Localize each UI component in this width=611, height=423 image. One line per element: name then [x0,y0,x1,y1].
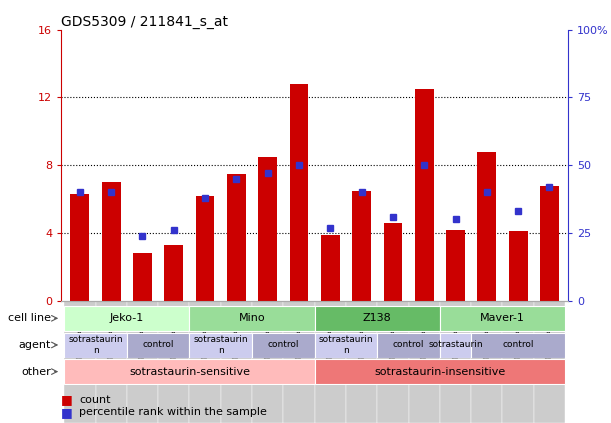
Bar [252,333,315,358]
Bar [127,333,189,358]
Bar [189,333,252,358]
Text: Maver-1: Maver-1 [480,313,525,323]
Bar [102,182,120,301]
Bar [196,196,214,301]
Bar [540,186,559,301]
Bar [127,301,158,423]
Bar [440,306,565,331]
Bar [221,301,252,423]
Text: sotrastaurin
n: sotrastaurin n [194,335,248,354]
Bar [290,84,309,301]
Text: Z138: Z138 [363,313,392,323]
Bar [64,333,127,358]
Text: sotrastaurin: sotrastaurin [428,341,483,349]
Bar [227,174,246,301]
Bar [64,301,95,423]
Bar [377,333,440,358]
Bar [189,301,221,423]
Text: sotrastaurin-insensitive: sotrastaurin-insensitive [375,367,505,376]
Text: control: control [268,341,299,349]
Text: sotrastaurin
n: sotrastaurin n [319,335,373,354]
Bar [315,360,565,385]
Bar [477,151,496,301]
Text: count: count [79,395,111,405]
Bar [315,301,346,423]
Bar [346,301,377,423]
Text: sotrastaurin-sensitive: sotrastaurin-sensitive [129,367,250,376]
Bar [509,231,527,301]
Bar [440,333,471,358]
Bar [409,301,440,423]
Bar [471,301,502,423]
Text: Mino: Mino [239,313,265,323]
Text: other: other [21,367,51,376]
Bar [158,301,189,423]
Bar [252,301,284,423]
Bar [377,301,409,423]
Text: cell line: cell line [8,313,51,323]
Bar [446,230,465,301]
Text: sotrastaurin
n: sotrastaurin n [68,335,123,354]
Bar [258,157,277,301]
Text: ■: ■ [61,393,73,406]
Text: Jeko-1: Jeko-1 [110,313,144,323]
Bar [315,306,440,331]
Bar [64,306,189,331]
Text: control: control [142,341,174,349]
Bar [415,89,434,301]
Text: agent: agent [19,340,51,350]
Bar [64,360,315,385]
Text: control: control [393,341,424,349]
Text: control: control [502,341,534,349]
Bar [384,223,402,301]
Bar [133,253,152,301]
Bar [164,245,183,301]
Bar [471,333,565,358]
Bar [315,333,377,358]
Bar [440,301,471,423]
Text: percentile rank within the sample: percentile rank within the sample [79,407,267,418]
Bar [284,301,315,423]
Bar [95,301,127,423]
Text: ■: ■ [61,406,73,419]
Bar [502,301,534,423]
Bar [321,235,340,301]
Text: GDS5309 / 211841_s_at: GDS5309 / 211841_s_at [61,14,228,29]
Bar [534,301,565,423]
Bar [352,191,371,301]
Bar [189,306,315,331]
Bar [70,194,89,301]
